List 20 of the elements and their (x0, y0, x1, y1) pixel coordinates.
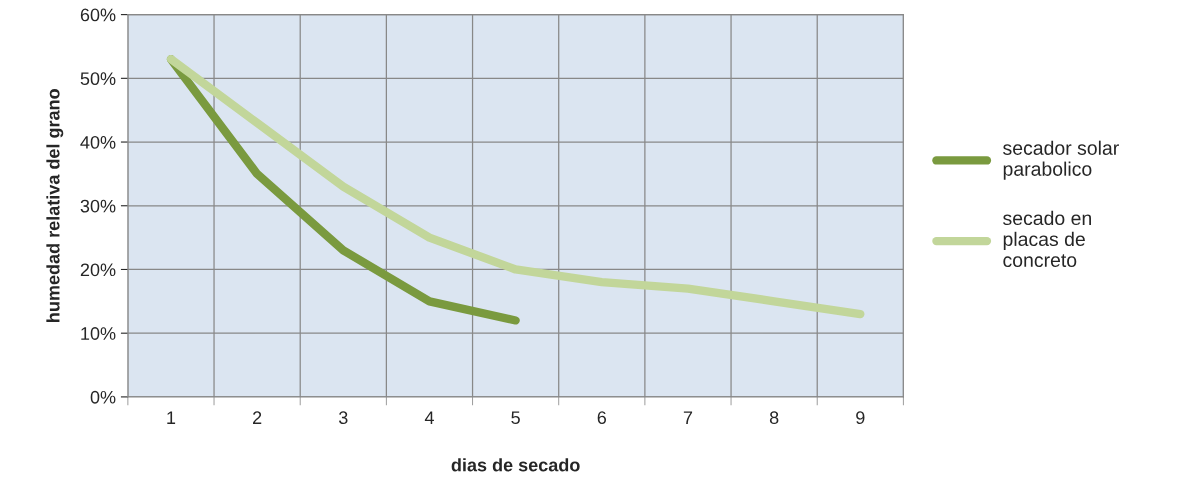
x-tick-label: 8 (769, 411, 779, 425)
y-tick-label: 50% (80, 72, 116, 86)
x-tick-label: 5 (511, 411, 520, 425)
x-tick-label: 3 (338, 411, 348, 425)
y-tick-label: 40% (80, 135, 116, 149)
x-tick-label: 9 (856, 411, 865, 425)
legend-label: secador solar parabolico (1003, 140, 1119, 180)
x-tick-label: 6 (597, 411, 607, 425)
legend-label: secado en placas de concreto (1003, 210, 1091, 268)
x-axis-title: dias de secado (451, 458, 580, 472)
x-tick-label: 4 (424, 411, 434, 424)
x-tick-label: 7 (683, 411, 693, 424)
x-tick-label: 1 (167, 411, 176, 424)
y-tick-label: 10% (81, 327, 116, 340)
x-tick-label: 2 (253, 411, 262, 424)
y-tick-label: 20% (80, 263, 116, 277)
y-tick-label: 30% (80, 199, 116, 213)
y-tick-label: 0% (90, 390, 116, 404)
y-axis-title: humedad relativa del grano (46, 89, 64, 322)
y-tick-label: 60% (80, 8, 116, 22)
